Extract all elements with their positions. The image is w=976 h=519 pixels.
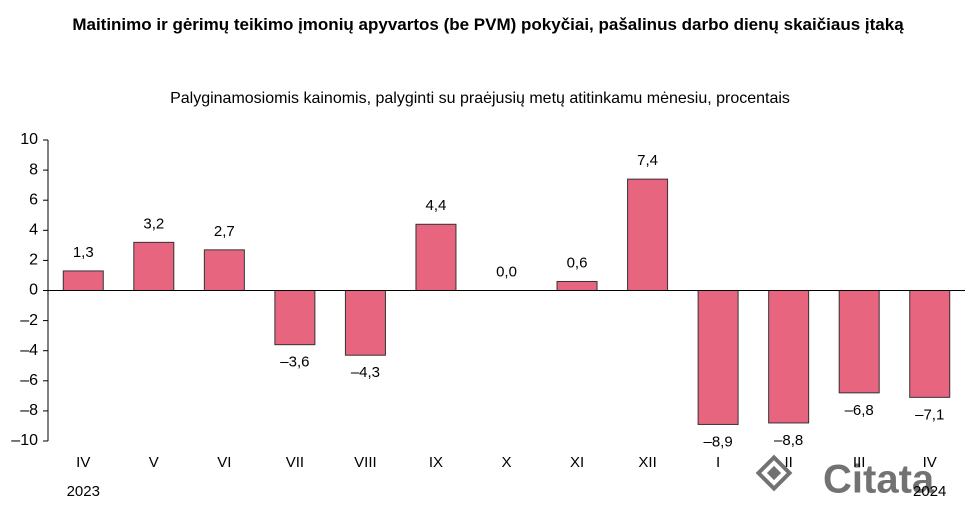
value-label: 0,6 <box>567 254 588 271</box>
x-tick-label: X <box>501 454 511 471</box>
bar <box>909 290 951 398</box>
y-tick-label: 0 <box>29 282 38 299</box>
value-label: 0,0 <box>496 263 517 280</box>
bar <box>627 178 669 292</box>
x-tick-label: IX <box>429 454 443 471</box>
value-label: 1,3 <box>73 244 94 261</box>
bar <box>344 290 386 356</box>
value-label: –8,9 <box>704 433 733 450</box>
bar <box>556 280 598 292</box>
value-label: –4,3 <box>351 364 380 381</box>
y-tick-label: 6 <box>29 191 38 208</box>
x-tick-label: II <box>784 454 792 471</box>
value-label: 3,2 <box>143 215 164 232</box>
y-tick-label: 8 <box>29 161 38 178</box>
x-tick-label: XI <box>570 454 584 471</box>
y-tick-label: 4 <box>29 222 38 239</box>
y-tick-label: –2 <box>20 312 38 329</box>
x-tick-label: XII <box>638 454 656 471</box>
x-tick-label: I <box>716 454 720 471</box>
y-tick-label: –10 <box>11 432 38 449</box>
x-tick-label: IV <box>923 454 937 471</box>
x-tick-label: VII <box>286 454 304 471</box>
chart-subtitle: Palyginamosiomis kainomis, palyginti su … <box>170 90 790 107</box>
bar <box>133 241 175 291</box>
watermark: Citata <box>823 458 935 502</box>
year-label: 2023 <box>67 483 100 500</box>
year-label: 2024 <box>913 483 946 500</box>
bar <box>768 290 810 424</box>
watermark-logo <box>755 454 793 492</box>
value-label: –6,8 <box>845 402 874 419</box>
x-tick-label: IV <box>76 454 90 471</box>
y-tick-label: –8 <box>20 402 38 419</box>
value-label: –8,8 <box>774 432 803 449</box>
x-tick-label: VIII <box>354 454 377 471</box>
bar <box>203 249 245 292</box>
y-tick-label: –6 <box>20 372 38 389</box>
bar <box>62 270 104 291</box>
y-tick-label: 2 <box>29 252 38 269</box>
chart-title: Maitinimo ir gėrimų teikimo įmonių apyva… <box>72 15 904 34</box>
bar <box>838 290 880 394</box>
value-label: 2,7 <box>214 223 235 240</box>
value-label: 4,4 <box>426 197 447 214</box>
x-tick-label: V <box>149 454 159 471</box>
y-tick-label: 10 <box>20 131 38 148</box>
bar <box>697 290 739 425</box>
x-tick-label: III <box>853 454 866 471</box>
value-label: –3,6 <box>280 354 309 371</box>
bar <box>274 290 316 346</box>
value-label: 7,4 <box>637 152 658 169</box>
x-tick-label: VI <box>217 454 231 471</box>
y-tick-label: –4 <box>20 342 38 359</box>
value-label: –7,1 <box>915 406 944 423</box>
bar <box>415 223 457 291</box>
